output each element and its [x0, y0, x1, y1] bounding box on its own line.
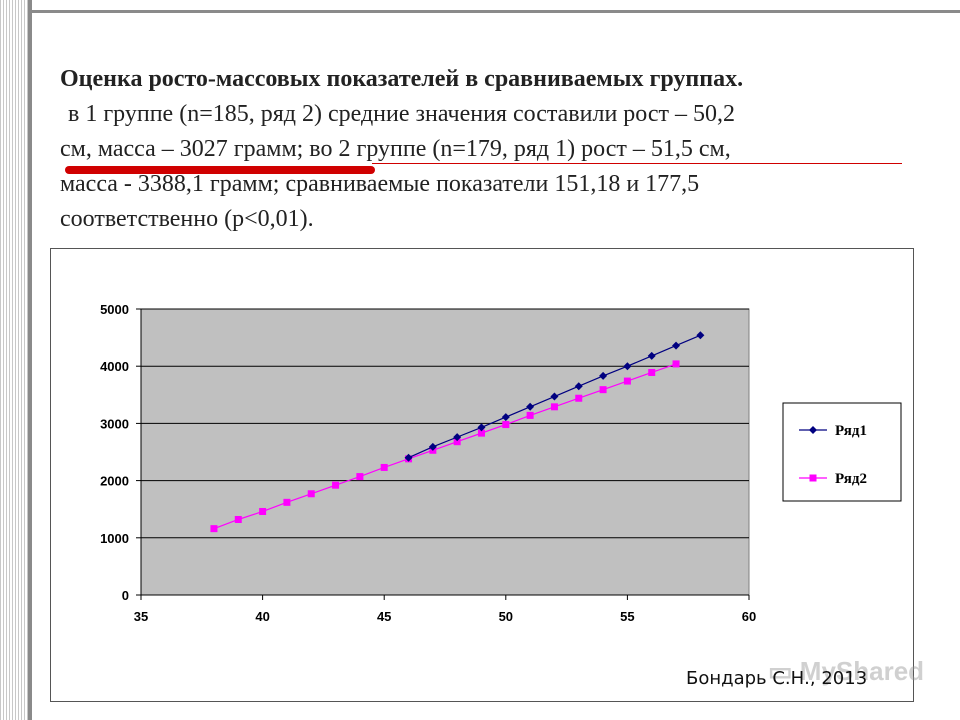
series-point [526, 411, 534, 419]
series-point [210, 525, 218, 533]
legend-label: Ряд2 [835, 471, 867, 487]
series-point [575, 394, 583, 402]
x-tick-label: 60 [742, 609, 756, 624]
series-point [599, 371, 608, 380]
y-tick-label: 5000 [100, 302, 129, 317]
y-tick-label: 3000 [100, 416, 129, 431]
series-point [477, 423, 486, 432]
series-point [259, 507, 267, 515]
series-point [307, 490, 315, 498]
x-tick-label: 50 [499, 609, 513, 624]
series-point [234, 515, 242, 523]
series-point [428, 442, 437, 451]
text-line-1: в 1 группе (n=185, ряд 2) средние значен… [68, 101, 736, 127]
series-point [647, 351, 656, 360]
legend-label: Ряд1 [835, 423, 867, 439]
slide-title: Оценка росто-массовых показателей в срав… [60, 66, 744, 92]
legend-box [782, 402, 902, 502]
series-point [550, 392, 559, 401]
series-point [550, 403, 558, 411]
red-rule [372, 163, 902, 164]
text-line-2: см, масса – 3027 грамм; во 2 группе (n=1… [60, 136, 731, 162]
x-tick-label: 35 [134, 609, 148, 624]
x-tick-label: 45 [377, 609, 391, 624]
author-credit: Бондарь С.Н., 2013 [686, 668, 868, 689]
series-point [453, 433, 462, 442]
series-point [574, 382, 583, 391]
y-tick-label: 0 [122, 588, 129, 603]
y-tick-label: 1000 [100, 531, 129, 546]
line-chart: 0 1000 2000 3000 4000 5000 35 40 45 50 55 60 Ряд1 Ряд… [100, 302, 902, 624]
text-line-3: масса - 3388,1 грамм; сравниваемые показ… [60, 171, 700, 197]
series-point [404, 453, 413, 462]
x-tick-label: 55 [620, 609, 634, 624]
y-tick-label: 2000 [100, 474, 129, 489]
legend-marker [809, 426, 817, 434]
watermark-logo: ▭ MyShared [768, 656, 925, 686]
series-point [672, 360, 680, 368]
plot-area [140, 308, 750, 596]
chart-frame: 0 1000 2000 3000 4000 5000 35 40 45 50 55 60 Ряд1 Ряд… [50, 248, 914, 702]
series-point [696, 331, 705, 340]
series-point [648, 368, 656, 376]
series-point [501, 413, 510, 422]
series-point [599, 386, 607, 394]
series-point [283, 498, 291, 506]
series-point [623, 377, 631, 385]
series-point [453, 438, 461, 446]
series-line [213, 363, 677, 530]
series-point [477, 429, 485, 437]
series-point [380, 463, 388, 471]
series-point [502, 421, 510, 429]
series-point [332, 481, 340, 489]
text-line-4: соответственно (р<0,01). [60, 206, 314, 232]
left-decor-bar [0, 0, 32, 720]
slide-heading: Оценка росто-массовых показателей в срав… [60, 62, 920, 237]
series-point [623, 362, 632, 371]
series-point [672, 341, 681, 350]
legend-marker [809, 474, 817, 482]
x-tick-label: 40 [255, 609, 269, 624]
series-point [356, 473, 364, 481]
red-highlight-bar [65, 166, 375, 174]
y-tick-label: 4000 [100, 359, 129, 374]
top-rule [30, 10, 960, 13]
series-point [526, 402, 535, 411]
